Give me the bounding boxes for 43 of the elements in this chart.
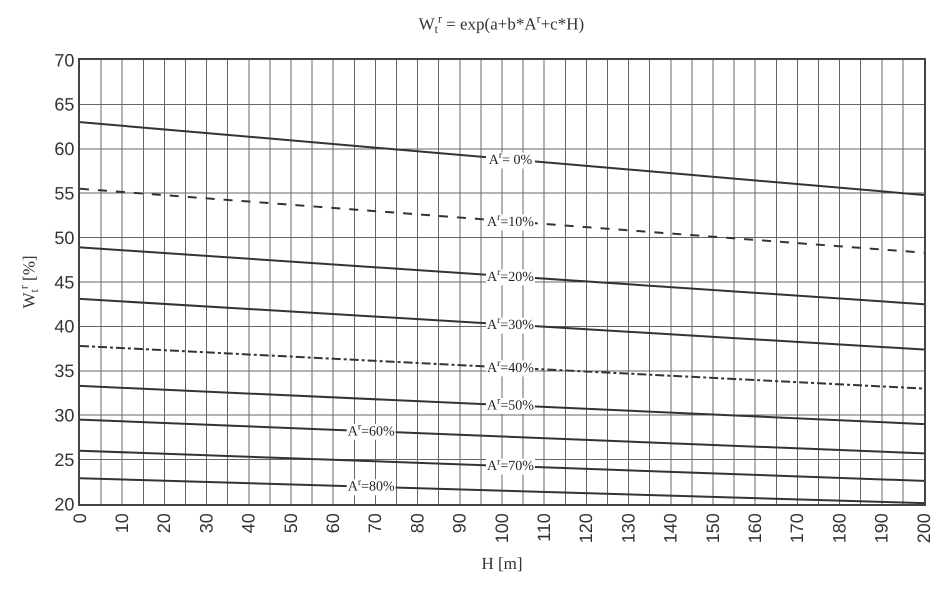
series-label: A$^{r}$=10% — [486, 212, 534, 230]
x-tick-label: 10 — [112, 513, 132, 534]
chart-title: W$_{t}$$^{r}$ = exp(a+b*A$^{r}$+c*H) — [418, 11, 584, 36]
x-tick-label: 130 — [618, 513, 638, 544]
x-tick-label: 120 — [576, 513, 596, 544]
y-tick-label: 50 — [54, 228, 74, 248]
series-label: A$^{r}$=40% — [486, 358, 534, 376]
y-tick-label: 40 — [54, 316, 74, 337]
x-tick-label: 0 — [70, 513, 90, 524]
series-label: A$^{r}$= 0% — [488, 150, 532, 168]
series-label: A$^{r}$=80% — [348, 476, 395, 495]
x-tick-label: 60 — [323, 513, 344, 534]
x-tick-label: 90 — [450, 513, 470, 534]
x-tick-label: 140 — [660, 513, 681, 544]
x-axis-title: H [m] — [481, 554, 523, 574]
x-tick-label: 100 — [492, 513, 512, 544]
series-label: A$^{r}$=20% — [486, 266, 534, 285]
x-tick-label: 80 — [407, 513, 428, 534]
x-tick-label: 150 — [702, 513, 723, 544]
y-tick-label: 30 — [54, 406, 74, 426]
y-tick-label: 45 — [54, 272, 74, 292]
y-tick-label: 70 — [54, 50, 74, 70]
x-tick-label: 200 — [914, 513, 934, 544]
series-label: A$^{r}$=50% — [486, 396, 534, 414]
x-tick-label: 20 — [154, 513, 174, 534]
series-label: A$^{r}$=30% — [486, 315, 534, 334]
y-tick-label: 25 — [54, 450, 74, 470]
series-label: A$^{r}$=70% — [486, 456, 534, 474]
y-tick-label: 55 — [54, 184, 74, 204]
x-tick-label: 160 — [745, 513, 766, 544]
x-tick-label: 180 — [829, 513, 850, 544]
x-tick-label: 110 — [534, 513, 554, 542]
x-tick-label: 170 — [787, 513, 808, 544]
y-tick-label: 20 — [54, 494, 74, 514]
x-tick-label: 50 — [280, 513, 301, 534]
x-tick-label: 190 — [872, 513, 892, 544]
y-tick-label: 35 — [54, 361, 74, 382]
x-tick-label: 30 — [196, 513, 216, 534]
y-tick-label: 65 — [54, 94, 74, 115]
y-tick-label: 60 — [54, 139, 74, 160]
x-tick-label: 70 — [365, 513, 386, 534]
series-label: A$^{r}$=60% — [348, 421, 395, 440]
x-tick-label: 40 — [238, 513, 259, 534]
